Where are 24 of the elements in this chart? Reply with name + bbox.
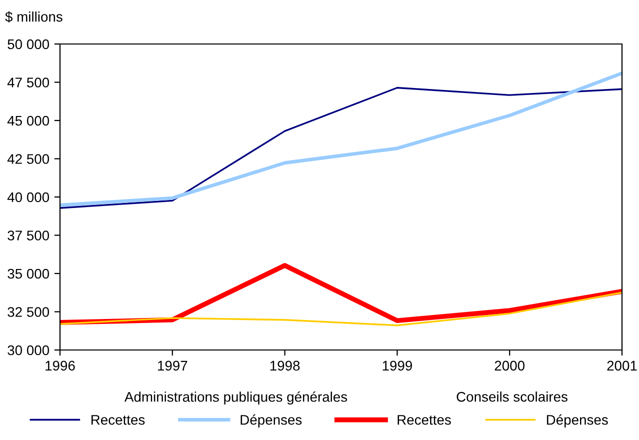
y-tick-label: 30 000 [8,345,50,356]
legend-label: Dépenses [240,414,302,428]
y-tick-label: 35 000 [8,268,50,279]
x-tick-label: 1998 [270,360,300,371]
x-tick-label: 1999 [382,360,412,371]
y-tick-label: 40 000 [7,192,50,202]
line-series [60,262,622,325]
y-tick-label: 37 500 [8,230,50,240]
text: Conseils scolaires [456,392,568,402]
y-tick-label: 45 000 [7,116,50,126]
line-series [60,292,622,326]
y-tick-label: 32 500 [8,307,50,317]
text: Administrations publiques générales [124,391,348,405]
y-tick-label: 47 500 [7,78,50,88]
y-axis-title: $ millions [5,11,62,23]
legend-label: Recettes [398,415,451,425]
x-tick-label: 2001 [607,360,637,371]
x-tick-label: 2000 [494,360,525,371]
legend-label: Recettes [91,415,145,425]
x-tick-label: 1996 [46,360,75,371]
legend-label: Dépenses [546,414,608,428]
x-tick-label: 1997 [158,360,188,371]
y-tick-label: 50 000 [8,39,50,50]
y-tick-label: 42 500 [7,154,50,164]
